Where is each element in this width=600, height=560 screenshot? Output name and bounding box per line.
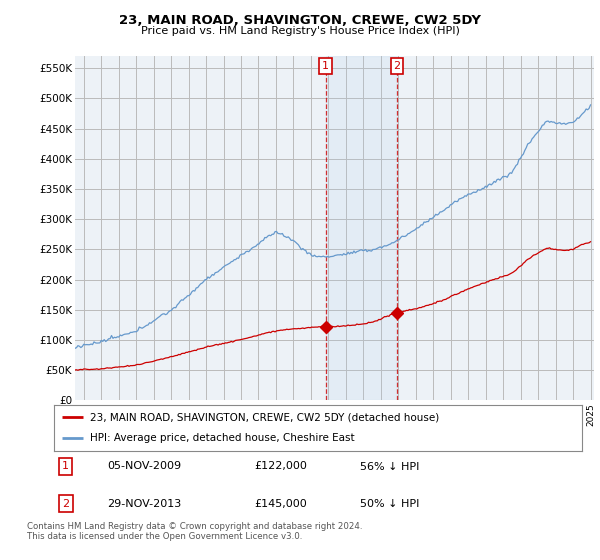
Text: Price paid vs. HM Land Registry's House Price Index (HPI): Price paid vs. HM Land Registry's House … xyxy=(140,26,460,36)
Text: HPI: Average price, detached house, Cheshire East: HPI: Average price, detached house, Ches… xyxy=(90,433,355,444)
Text: 1: 1 xyxy=(322,61,329,71)
Text: 50% ↓ HPI: 50% ↓ HPI xyxy=(360,499,419,509)
Text: Contains HM Land Registry data © Crown copyright and database right 2024.
This d: Contains HM Land Registry data © Crown c… xyxy=(27,522,362,542)
Text: 05-NOV-2009: 05-NOV-2009 xyxy=(107,461,181,472)
Text: 23, MAIN ROAD, SHAVINGTON, CREWE, CW2 5DY (detached house): 23, MAIN ROAD, SHAVINGTON, CREWE, CW2 5D… xyxy=(90,412,439,422)
Text: 29-NOV-2013: 29-NOV-2013 xyxy=(107,499,181,509)
Text: 2: 2 xyxy=(62,499,69,509)
Text: £122,000: £122,000 xyxy=(254,461,308,472)
Text: 1: 1 xyxy=(62,461,69,472)
Text: £145,000: £145,000 xyxy=(254,499,307,509)
Text: 2: 2 xyxy=(394,61,400,71)
Text: 56% ↓ HPI: 56% ↓ HPI xyxy=(360,461,419,472)
Text: 23, MAIN ROAD, SHAVINGTON, CREWE, CW2 5DY: 23, MAIN ROAD, SHAVINGTON, CREWE, CW2 5D… xyxy=(119,14,481,27)
Bar xyxy=(326,56,397,400)
